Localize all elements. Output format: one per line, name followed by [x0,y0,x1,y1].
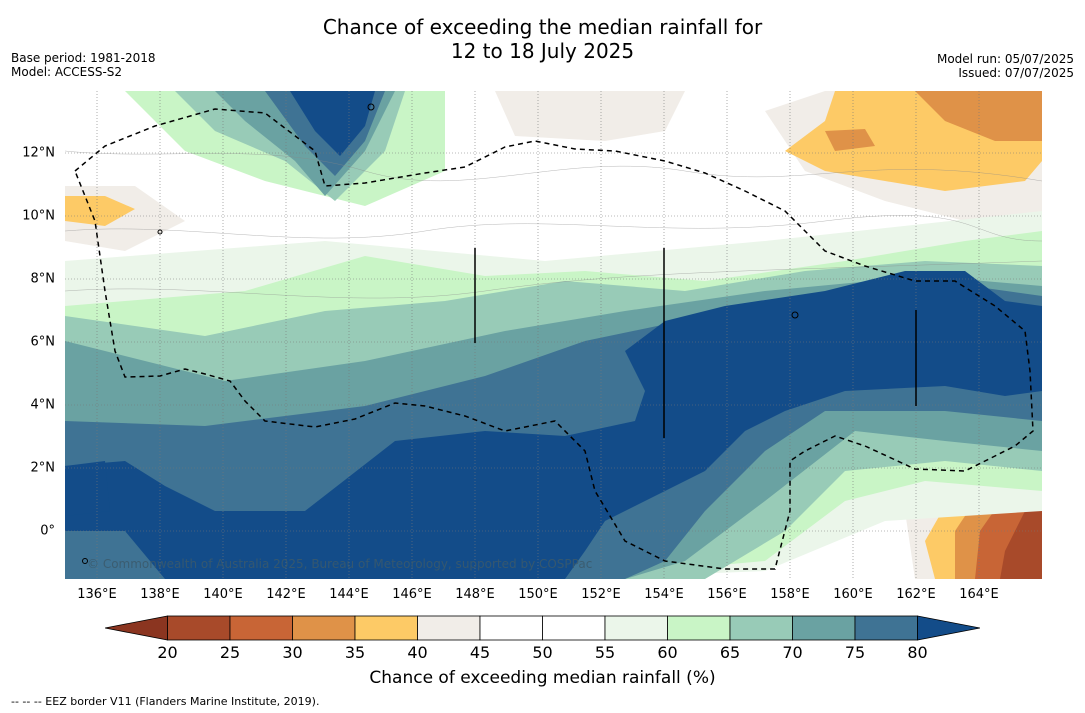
field-30-35-northeast [915,91,1042,141]
rainfall-map[interactable]: © Commonwealth of Australia 2025, Bureau… [65,91,1042,579]
colorbar-tick-label: 25 [219,643,241,662]
colorbar [105,615,980,641]
x-tick-label: 152°E [581,587,621,602]
colorbar-tick-label: 30 [282,643,303,662]
colorbar-cell [729,615,793,641]
colorbar-cells [105,615,980,641]
colorbar-tick-label: 20 [157,643,178,662]
x-tick-label: 144°E [329,587,369,602]
x-tick-label: 140°E [203,587,243,602]
issued-label: Issued: 07/07/2025 [958,66,1074,80]
map-gridlines [65,91,1042,579]
map-title-line2: 12 to 18 July 2025 [450,39,635,63]
colorbar-title: Chance of exceeding median rainfall (%) [369,668,716,688]
copyright-notice: © Commonwealth of Australia 2025, Bureau… [87,557,593,571]
y-tick-label: 10°N [22,208,55,224]
colorbar-cell [542,615,606,641]
colorbar-extend-low [105,615,168,641]
colorbar-cell [604,615,668,641]
x-tick-label: 146°E [392,587,432,602]
colorbar-cell [854,615,918,641]
field-above-80 [65,271,1042,579]
colorbar-cell [167,615,231,641]
x-tick-label: 154°E [644,587,684,602]
boundary-markers [474,248,917,438]
rainfall-map-svg [65,91,1042,579]
colorbar-tick-label: 45 [469,643,491,662]
y-tick-label: 2°N [30,460,56,476]
model-run-label: Model run: 05/07/2025 [936,52,1074,66]
field-20-25-southeast [1000,501,1042,579]
map-title-line1: Chance of exceeding the median rainfall … [322,15,763,39]
eez-footnote: -- -- -- EEZ border V11 (Flanders Marine… [11,695,320,708]
contour-lines [65,150,1042,299]
colorbar-tick-label: 55 [594,643,616,662]
colorbar-cell [354,615,418,641]
colorbar-cell [479,615,543,641]
y-tick-label: 6°N [30,334,56,350]
colorbar-tick-label: 35 [344,643,366,662]
x-tick-label: 156°E [707,587,747,602]
colorbar-tick-label: 40 [407,643,428,662]
y-tick-label: 4°N [30,397,56,413]
island-outline [367,103,375,111]
x-tick-label: 142°E [266,587,306,602]
colorbar-cell [229,615,293,641]
model-label: Model: ACCESS-S2 [11,65,123,79]
colorbar-tick-label: 70 [782,643,803,662]
y-tick-label: 0° [40,523,55,539]
colorbar-cell [417,615,481,641]
x-tick-label: 164°E [959,587,999,602]
island-outline [82,558,88,564]
colorbar-tick-label: 80 [907,643,928,662]
colorbar-tick-label: 65 [719,643,741,662]
y-tick-label: 8°N [30,271,56,287]
colorbar-tick-label: 75 [844,643,866,662]
x-tick-label: 162°E [896,587,936,602]
field-above-80-west [65,461,110,516]
colorbar-cell [792,615,856,641]
field-35-40-west [65,196,135,226]
colorbar-extend-high [917,615,980,641]
island-outline [157,229,163,235]
x-tick-label: 136°E [77,587,117,602]
x-tick-label: 160°E [833,587,873,602]
x-tick-label: 138°E [140,587,180,602]
colorbar-tick-label: 50 [532,643,553,662]
x-tick-label: 150°E [518,587,558,602]
island-outline [791,311,799,319]
base-period-label: Base period: 1981-2018 [11,51,156,65]
y-tick-label: 12°N [22,145,55,161]
x-tick-label: 158°E [770,587,810,602]
colorbar-tick-label: 60 [657,643,678,662]
eez-border [74,108,1034,570]
x-tick-label: 148°E [455,587,495,602]
colorbar-cell [292,615,356,641]
field-30-35-patch [825,129,875,151]
field-40-45-north [495,91,685,141]
field-above-80-north [290,91,375,156]
colorbar-cell [667,615,731,641]
